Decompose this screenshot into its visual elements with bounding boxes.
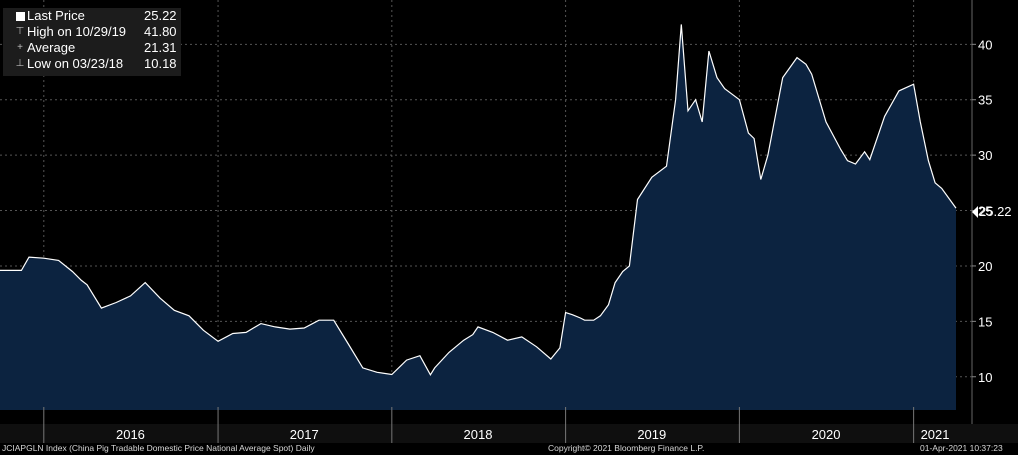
legend-box: Last Price 25.22 ⊤ High on 10/29/19 41.8… <box>3 8 181 76</box>
last-price-tag-value: 25.22 <box>979 204 1012 219</box>
legend-row-low: ⊥ Low on 03/23/18 10.18 <box>3 56 181 72</box>
low-marker-icon: ⊥ <box>15 58 25 69</box>
y-tick-label: 25 <box>978 204 992 219</box>
white-square-icon <box>16 12 25 21</box>
price-line <box>0 24 957 376</box>
y-tick-label: 40 <box>978 37 992 52</box>
footer-ticker: JCIAPGLN Index (China Pig Tradable Domes… <box>2 443 315 453</box>
legend-value: 21.31 <box>144 40 177 55</box>
price-area <box>0 24 956 411</box>
legend-label: Average <box>27 40 76 55</box>
x-tick-label: 2018 <box>464 427 493 442</box>
legend-value: 25.22 <box>144 8 177 23</box>
y-tick-label: 20 <box>978 259 992 274</box>
legend-row-high: ⊤ High on 10/29/19 41.80 <box>3 24 181 40</box>
y-tick-label: 10 <box>978 370 992 385</box>
last-price-tag: 25.22 <box>972 204 1018 220</box>
x-tick-label: 2016 <box>116 427 145 442</box>
y-tick-label: 15 <box>978 314 992 329</box>
legend-value: 41.80 <box>144 24 177 39</box>
legend-row-last-price: Last Price 25.22 <box>3 8 181 24</box>
x-tick-label: 2020 <box>812 427 841 442</box>
footer-bar: JCIAPGLN Index (China Pig Tradable Domes… <box>0 443 1018 455</box>
legend-label: Last Price <box>27 8 85 23</box>
legend-row-average: + Average 21.31 <box>3 40 181 56</box>
x-tick-label: 2017 <box>290 427 319 442</box>
footer-timestamp: 01-Apr-2021 10:37:23 <box>920 443 1003 453</box>
x-axis: 2016 2017 2018 2019 2020 2021 <box>43 407 950 443</box>
x-axis-band <box>0 424 1018 443</box>
y-axis: 10 15 20 25 30 35 40 <box>972 37 992 385</box>
high-marker-icon: ⊤ <box>15 26 25 37</box>
left-pointer-icon <box>972 206 978 218</box>
y-tick-label: 30 <box>978 148 992 163</box>
legend-label: Low on 03/23/18 <box>27 56 124 71</box>
average-marker-icon: + <box>17 42 23 53</box>
legend-value: 10.18 <box>144 56 177 71</box>
x-tick-label: 2019 <box>637 427 666 442</box>
x-tick-label: 2021 <box>921 427 950 442</box>
footer-copyright: Copyright© 2021 Bloomberg Finance L.P. <box>548 443 705 453</box>
legend-label: High on 10/29/19 <box>27 24 127 39</box>
y-tick-label: 35 <box>978 93 992 108</box>
